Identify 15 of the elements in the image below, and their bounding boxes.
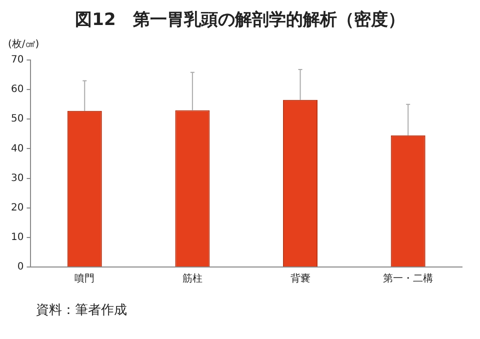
y-axis-title: (枚/㎠)	[8, 38, 40, 51]
x-tick-label: 第一・二構	[383, 272, 434, 285]
text: 資料：筆者作成	[36, 302, 128, 319]
y-tick-label: 10	[10, 232, 24, 244]
x-tick-label: 噴門	[74, 272, 95, 285]
x-tick-label: 背嚢	[290, 272, 310, 285]
y-tick-label: 70	[10, 54, 24, 66]
y-tick-label: 60	[10, 84, 24, 96]
y-tick-label: 30	[10, 172, 24, 184]
y-tick-label: 40	[10, 143, 24, 154]
y-tick-label: 20	[10, 202, 24, 214]
y-tick-label: 50	[10, 114, 24, 125]
x-tick-label: 筋柱	[182, 272, 202, 285]
chart-title: 図12 第一胃乳頭の解剖学的解析（密度）	[74, 9, 406, 31]
y-tick-label: 0	[17, 262, 24, 273]
